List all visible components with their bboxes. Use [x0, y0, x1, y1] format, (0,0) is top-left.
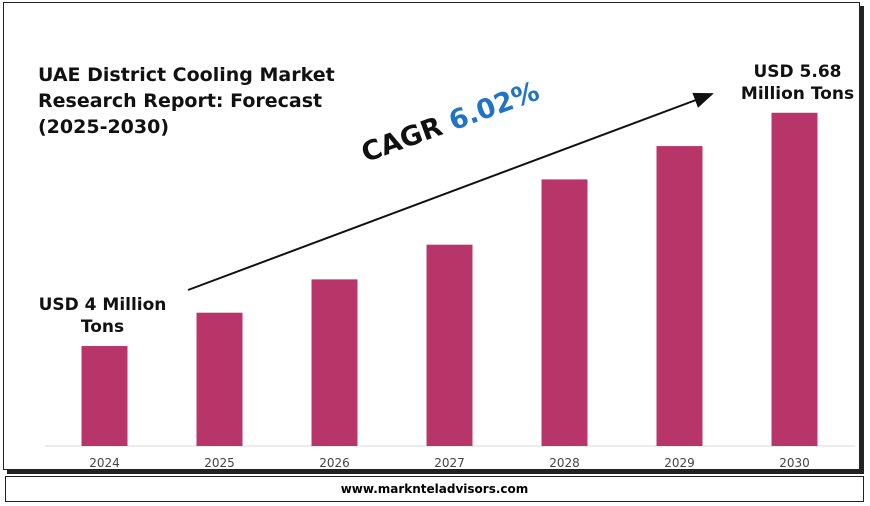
x-tick-label: 2025 [204, 456, 235, 470]
bar [771, 112, 818, 447]
x-tick-label: 2028 [549, 456, 580, 470]
value-label: USD 5.68 Million Tons [740, 61, 855, 104]
bar [656, 146, 703, 446]
x-tick-label: 2030 [779, 456, 810, 470]
chart-title: UAE District Cooling Market Research Rep… [38, 64, 335, 138]
trend-arrow [187, 92, 714, 291]
footer: www.marknteladvisors.com [5, 476, 864, 502]
value-label: USD 4 Million Tons [38, 295, 167, 338]
x-tick-label: 2027 [434, 456, 465, 470]
x-tick-label: 2024 [89, 456, 120, 470]
bar [311, 279, 358, 446]
x-tick-label: 2029 [664, 456, 695, 470]
bar [81, 346, 128, 446]
bar [426, 244, 473, 446]
bar [541, 179, 588, 446]
x-tick-label: 2026 [319, 456, 350, 470]
bar [196, 312, 243, 446]
